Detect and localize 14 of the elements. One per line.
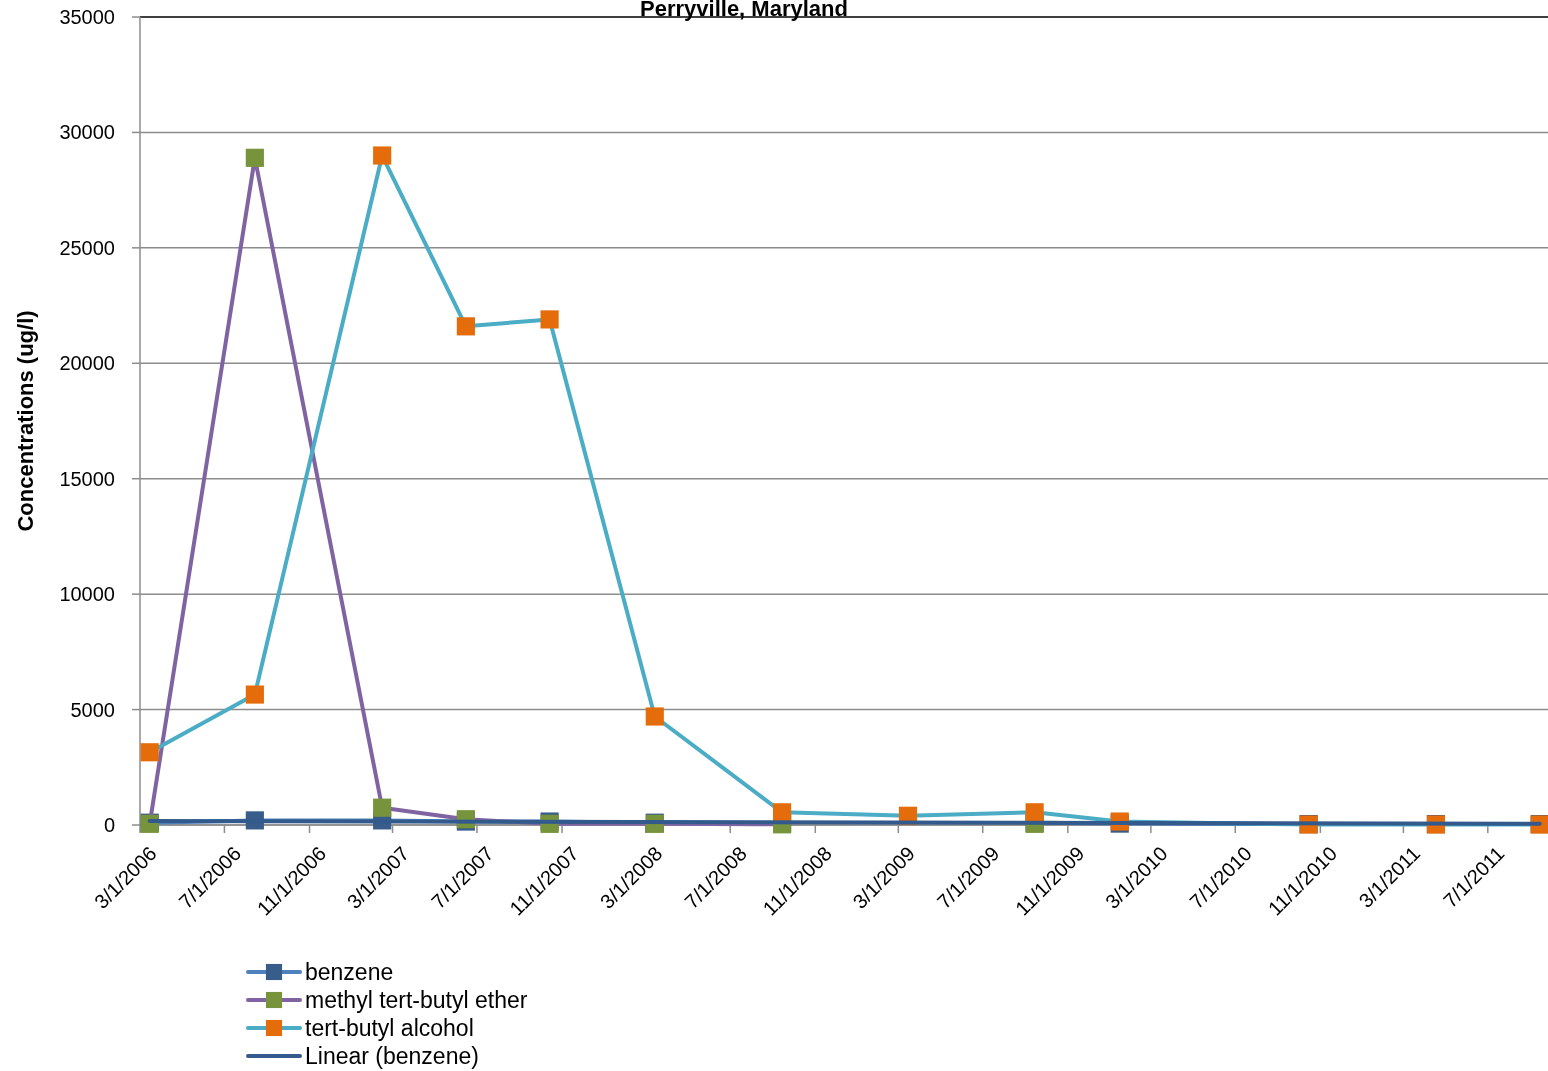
y-tick-label: 15000 <box>59 467 115 490</box>
y-tick-label: 10000 <box>59 583 115 606</box>
y-axis-title: Concentrations (ug/l) <box>13 310 38 532</box>
legend-label: Linear (benzene) <box>305 1043 479 1070</box>
y-tick-label: 20000 <box>59 352 115 375</box>
y-tick-label: 25000 <box>59 236 115 259</box>
y-tick-label: 0 <box>103 814 115 836</box>
legend-label: tert-butyl alcohol <box>305 1015 474 1042</box>
y-tick-label: 35000 <box>59 6 115 28</box>
y-tick-label: 5000 <box>70 698 115 721</box>
y-tick-label: 30000 <box>59 121 115 144</box>
legend-label: methyl tert-butyl ether <box>305 987 528 1014</box>
chart-title: Perryville, Maryland <box>640 0 848 21</box>
legend-label: benzene <box>305 959 394 986</box>
